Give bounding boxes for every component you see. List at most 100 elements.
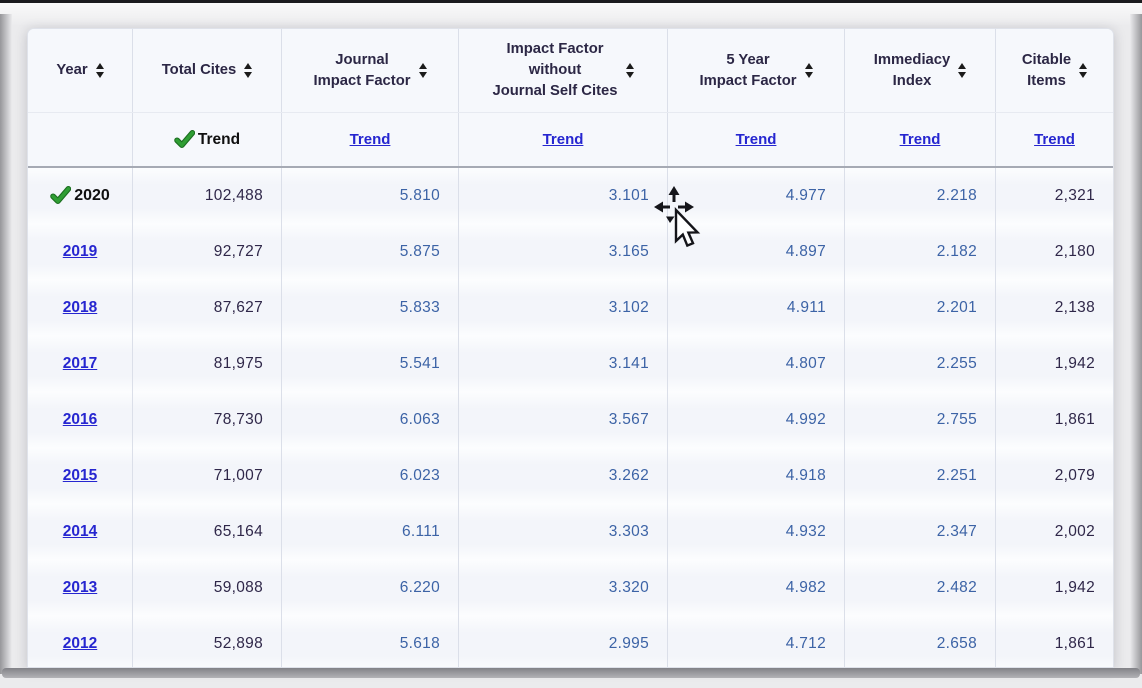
- year-link[interactable]: 2019: [62, 243, 98, 260]
- total-cites-value: 92,727: [133, 224, 282, 280]
- 5-year-impact-factor-value: 4.977: [668, 168, 845, 224]
- impact-factor-without-self-cites-value: 3.141: [459, 336, 668, 392]
- total-cites-value: 87,627: [133, 280, 282, 336]
- total-cites-value: 71,007: [133, 448, 282, 504]
- column-header-label: Immediacy Index: [873, 51, 951, 89]
- window-top-edge: [0, 0, 1142, 3]
- trend-link[interactable]: Trend: [1034, 131, 1075, 148]
- journal-metrics-table: Year Total Cites Journal Impact Factor I…: [27, 28, 1114, 668]
- citable-items-value: 2,138: [1054, 299, 1095, 316]
- 5-year-impact-factor-value: 4.992: [668, 392, 845, 448]
- table-row: 2019 92,727 5.875 3.165 4.897 2.182 2,18…: [28, 224, 1113, 280]
- immediacy-index-value: 2.201: [845, 280, 996, 336]
- check-icon: [50, 186, 72, 204]
- column-header-label: Citable Items: [1021, 51, 1072, 89]
- sort-arrows-icon[interactable]: [625, 63, 634, 78]
- impact-factor-without-self-cites-value: 3.567: [459, 392, 668, 448]
- impact-factor-without-self-cites-value: 3.320: [459, 560, 668, 616]
- table-row: 2020 102,488 5.810 3.101 4.977 2.218 2,3…: [28, 168, 1113, 224]
- sort-arrows-icon[interactable]: [244, 63, 253, 78]
- journal-impact-factor-value: 6.111: [282, 504, 459, 560]
- citable-items-value: 1,861: [1054, 635, 1095, 652]
- column-header-label: Journal Impact Factor: [313, 51, 411, 89]
- window-left-edge: [0, 14, 12, 674]
- column-header-label: Total Cites: [161, 62, 237, 79]
- impact-factor-without-self-cites-value: 3.102: [459, 280, 668, 336]
- year-link[interactable]: 2014: [62, 523, 98, 540]
- immediacy-index-value: 2.182: [845, 224, 996, 280]
- 5-year-impact-factor-value: 4.918: [668, 448, 845, 504]
- column-header-label: Impact Factor without Journal Self Cites: [492, 41, 618, 99]
- year-link[interactable]: 2018: [62, 299, 98, 316]
- year-link[interactable]: 2017: [62, 355, 98, 372]
- trend-cell-empty: [28, 113, 133, 166]
- table-row: 2013 59,088 6.220 3.320 4.982 2.482 1,94…: [28, 560, 1113, 616]
- immediacy-index-value: 2.482: [845, 560, 996, 616]
- table-row: 2015 71,007 6.023 3.262 4.918 2.251 2,07…: [28, 448, 1113, 504]
- journal-impact-factor-value: 5.618: [282, 616, 459, 667]
- column-header-journal-impact-factor[interactable]: Journal Impact Factor: [282, 29, 459, 112]
- column-header-immediacy-index[interactable]: Immediacy Index: [845, 29, 996, 112]
- sort-arrows-icon[interactable]: [1079, 63, 1088, 78]
- citable-items-value: 1,861: [1054, 411, 1095, 428]
- sort-arrows-icon[interactable]: [95, 63, 104, 78]
- sort-arrows-icon[interactable]: [804, 63, 813, 78]
- check-icon: [174, 129, 195, 148]
- year-link[interactable]: 2013: [62, 579, 98, 596]
- trend-link[interactable]: Trend: [899, 131, 941, 148]
- total-cites-value: 59,088: [133, 560, 282, 616]
- year-cell: 2019: [28, 224, 133, 280]
- total-cites-value: 78,730: [133, 392, 282, 448]
- journal-impact-factor-value: 6.063: [282, 392, 459, 448]
- immediacy-index-value: 2.755: [845, 392, 996, 448]
- trend-cell: Trend: [996, 113, 1113, 166]
- trend-link[interactable]: Trend: [349, 131, 391, 148]
- year-link[interactable]: 2015: [62, 467, 98, 484]
- table-row: 2016 78,730 6.063 3.567 4.992 2.755 1,86…: [28, 392, 1113, 448]
- year-cell: 2018: [28, 280, 133, 336]
- column-header-5-year-impact-factor[interactable]: 5 Year Impact Factor: [668, 29, 845, 112]
- 5-year-impact-factor-value: 4.897: [668, 224, 845, 280]
- journal-impact-factor-value: 5.833: [282, 280, 459, 336]
- trend-links-row: Trend Trend Trend Trend Trend Trend: [28, 113, 1113, 168]
- total-cites-value: 52,898: [133, 616, 282, 667]
- year-cell: 2016: [28, 392, 133, 448]
- immediacy-index-value: 2.658: [845, 616, 996, 667]
- journal-impact-factor-value: 6.220: [282, 560, 459, 616]
- journal-impact-factor-value: 6.023: [282, 448, 459, 504]
- window-right-edge: [1130, 14, 1142, 674]
- year-link[interactable]: 2012: [62, 635, 98, 652]
- year-cell: 2017: [28, 336, 133, 392]
- trend-link[interactable]: Trend: [735, 131, 777, 148]
- column-header-impact-factor-without-self-cites[interactable]: Impact Factor without Journal Self Cites: [459, 29, 668, 112]
- trend-link[interactable]: Trend: [542, 131, 584, 148]
- citable-items-value: 1,942: [1054, 579, 1095, 596]
- sort-arrows-icon[interactable]: [958, 63, 967, 78]
- total-cites-value: 81,975: [133, 336, 282, 392]
- immediacy-index-value: 2.255: [845, 336, 996, 392]
- column-header-citable-items[interactable]: Citable Items: [996, 29, 1113, 112]
- column-header-label: Year: [56, 62, 88, 79]
- total-cites-value: 102,488: [133, 168, 282, 224]
- impact-factor-without-self-cites-value: 3.262: [459, 448, 668, 504]
- citable-items-value: 2,002: [1054, 523, 1095, 540]
- trend-cell: Trend: [845, 113, 996, 166]
- citable-items-value: 1,942: [1054, 355, 1095, 372]
- column-header-label: 5 Year Impact Factor: [699, 51, 797, 89]
- column-header-year[interactable]: Year: [28, 29, 133, 112]
- table-row: 2017 81,975 5.541 3.141 4.807 2.255 1,94…: [28, 336, 1113, 392]
- table-body: 2020 102,488 5.810 3.101 4.977 2.218 2,3…: [28, 168, 1113, 667]
- impact-factor-without-self-cites-value: 2.995: [459, 616, 668, 667]
- total-cites-value: 65,164: [133, 504, 282, 560]
- trend-cell: Trend: [282, 113, 459, 166]
- sort-arrows-icon[interactable]: [418, 63, 427, 78]
- year-link[interactable]: 2016: [62, 411, 98, 428]
- journal-impact-factor-value: 5.810: [282, 168, 459, 224]
- 5-year-impact-factor-value: 4.911: [668, 280, 845, 336]
- column-header-total-cites[interactable]: Total Cites: [133, 29, 282, 112]
- table-header-row: Year Total Cites Journal Impact Factor I…: [28, 29, 1113, 113]
- 5-year-impact-factor-value: 4.712: [668, 616, 845, 667]
- table-row: 2012 52,898 5.618 2.995 4.712 2.658 1,86…: [28, 616, 1113, 667]
- window-top-glow: [0, 3, 1142, 25]
